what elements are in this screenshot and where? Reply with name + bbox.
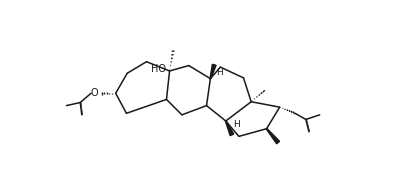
Text: HO: HO	[151, 64, 166, 74]
Polygon shape	[266, 128, 280, 144]
Text: H: H	[217, 68, 223, 77]
Text: H: H	[234, 119, 240, 129]
Polygon shape	[210, 64, 216, 79]
Polygon shape	[225, 121, 234, 136]
Text: O: O	[90, 88, 98, 98]
